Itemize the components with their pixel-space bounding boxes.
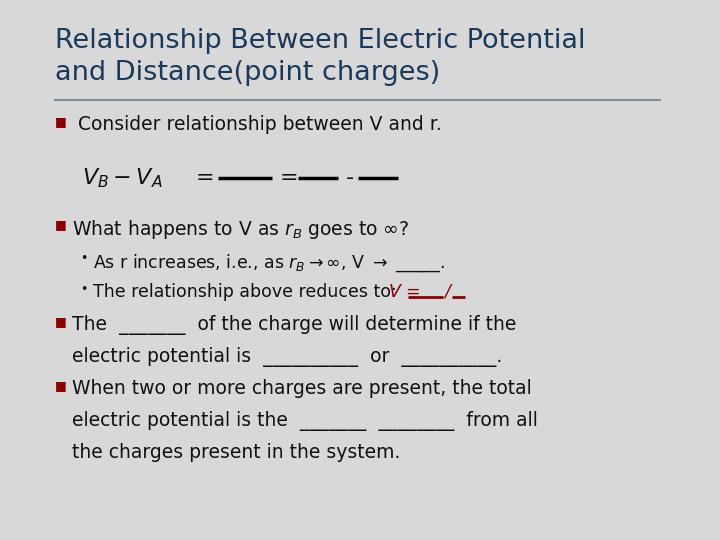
Text: •: • — [80, 283, 87, 296]
Text: -: - — [346, 168, 354, 188]
Text: electric potential is  __________  or  __________.: electric potential is __________ or ____… — [72, 347, 503, 367]
Text: =: = — [280, 168, 299, 188]
Text: $V_B - V_A$: $V_B - V_A$ — [82, 166, 163, 190]
Text: When two or more charges are present, the total: When two or more charges are present, th… — [72, 379, 532, 398]
Text: /: / — [444, 283, 450, 301]
Text: ■: ■ — [55, 115, 67, 128]
Text: The  _______  of the charge will determine if the: The _______ of the charge will determine… — [72, 315, 516, 335]
Text: =: = — [196, 168, 215, 188]
Text: electric potential is the  _______  ________  from all: electric potential is the _______ ______… — [72, 411, 538, 431]
Text: ■: ■ — [55, 379, 67, 392]
Text: •: • — [80, 252, 87, 265]
Text: What happens to V as $r_B$ goes to $\infty$?: What happens to V as $r_B$ goes to $\inf… — [72, 218, 410, 241]
Text: Relationship Between Electric Potential: Relationship Between Electric Potential — [55, 28, 585, 54]
Text: and Distance(point charges): and Distance(point charges) — [55, 60, 440, 86]
Text: the charges present in the system.: the charges present in the system. — [72, 443, 400, 462]
Text: The relationship above reduces to:: The relationship above reduces to: — [93, 283, 408, 301]
Text: Consider relationship between V and r.: Consider relationship between V and r. — [78, 115, 442, 134]
Text: $V$ =: $V$ = — [388, 283, 420, 301]
Text: ■: ■ — [55, 218, 67, 231]
Text: ■: ■ — [55, 315, 67, 328]
Text: As r increases, i.e., as $r_B \rightarrow \infty$, V $\rightarrow$ _____.: As r increases, i.e., as $r_B \rightarro… — [93, 252, 445, 274]
